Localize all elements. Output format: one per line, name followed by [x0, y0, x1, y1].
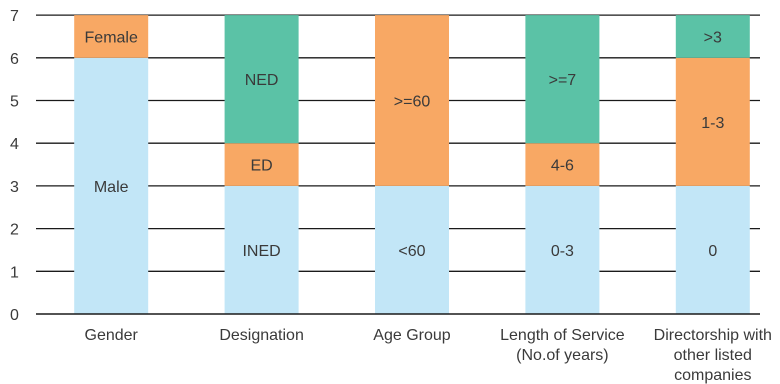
y-tick-label: 1	[10, 264, 19, 281]
segment-label: >=60	[394, 94, 431, 111]
segment-label: >3	[704, 29, 722, 46]
bar-segment	[675, 185, 750, 314]
bar-segment	[74, 15, 149, 58]
x-category-label: Age Group	[373, 327, 450, 344]
segment-label: 1-3	[701, 115, 724, 132]
y-tick-label: 6	[10, 51, 19, 68]
x-category-label: other listed	[674, 347, 752, 364]
segment-label: 4-6	[551, 158, 574, 175]
segment-label: <60	[398, 243, 425, 260]
segment-label: INED	[242, 243, 280, 260]
segment-label: >=7	[549, 72, 577, 89]
y-tick-label: 4	[10, 136, 19, 153]
bar-segment	[675, 15, 750, 58]
x-category-label: (No.of years)	[516, 347, 608, 364]
bar-segment	[224, 143, 299, 186]
labels: 0 1 2 3 4 5 6 7 Male Female Gender INED ED NED Designa…	[10, 8, 772, 384]
y-tick-label: 3	[10, 179, 19, 196]
x-category-label: Designation	[219, 327, 304, 344]
x-category-label: Directorship with	[654, 327, 772, 344]
bars	[74, 15, 750, 315]
segment-label: 0-3	[551, 243, 574, 260]
bar-segment	[375, 185, 449, 314]
segment-label: 0	[708, 243, 717, 260]
y-tick-label: 2	[10, 222, 19, 239]
segment-label: NED	[245, 72, 279, 89]
y-tick-label: 7	[10, 8, 19, 25]
segment-label: Male	[94, 179, 129, 196]
bar-segment	[675, 57, 750, 186]
bar-segment	[525, 15, 600, 144]
segment-label: ED	[250, 158, 272, 175]
bar-segment	[224, 185, 299, 314]
bar-segment	[74, 57, 149, 315]
y-tick-label: 5	[10, 94, 19, 111]
segment-label: Female	[85, 29, 138, 46]
y-tick-label: 0	[10, 307, 19, 324]
bar-segment	[525, 185, 600, 314]
x-category-label: Length of Service	[500, 327, 625, 344]
bar-segment	[525, 143, 600, 186]
bar-segment	[375, 15, 449, 186]
bar-segment	[224, 15, 299, 144]
x-category-label: companies	[674, 367, 751, 384]
x-category-label: Gender	[85, 327, 139, 344]
